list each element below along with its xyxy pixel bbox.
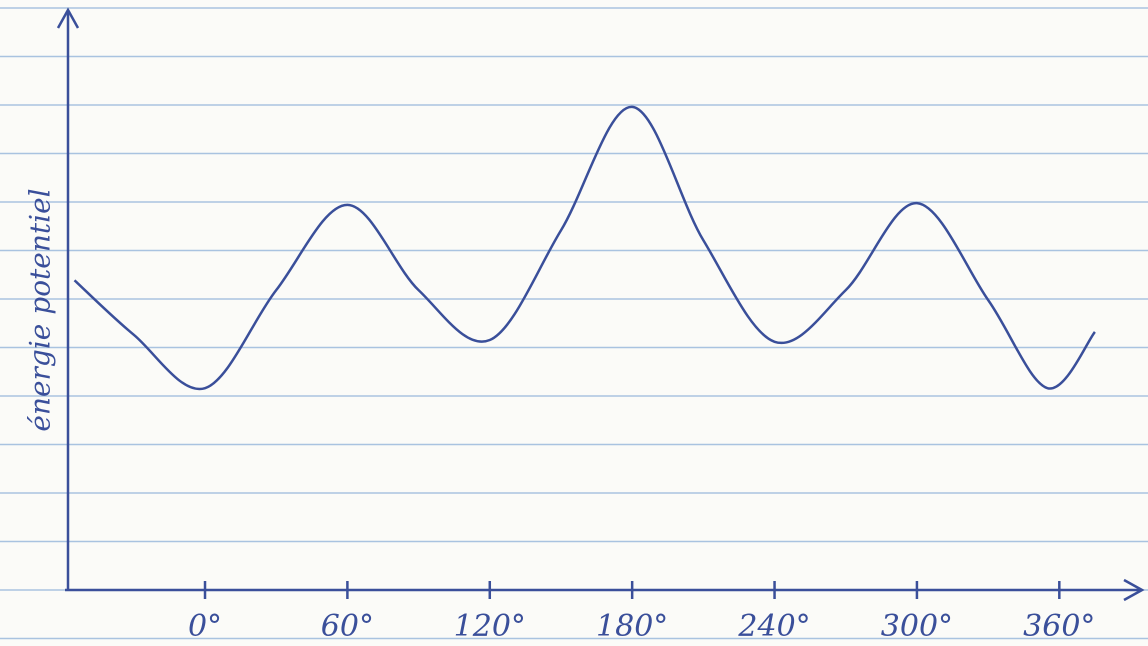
x-tick-label: 180° — [596, 609, 668, 644]
paper-lines — [0, 7, 1148, 640]
x-tick-label: 360° — [1023, 609, 1095, 644]
y-axis-label: énergie potentiel — [24, 188, 57, 431]
x-tick-label: 300° — [881, 609, 953, 644]
x-tick-label: 120° — [454, 609, 526, 644]
x-tick-label: 0° — [188, 609, 222, 644]
energy-curve — [73, 105, 1096, 391]
x-tick-label: 240° — [737, 609, 810, 644]
x-axis-arrow — [1123, 578, 1145, 602]
x-tick-label: 60° — [321, 609, 374, 644]
y-axis-arrow — [56, 7, 80, 29]
